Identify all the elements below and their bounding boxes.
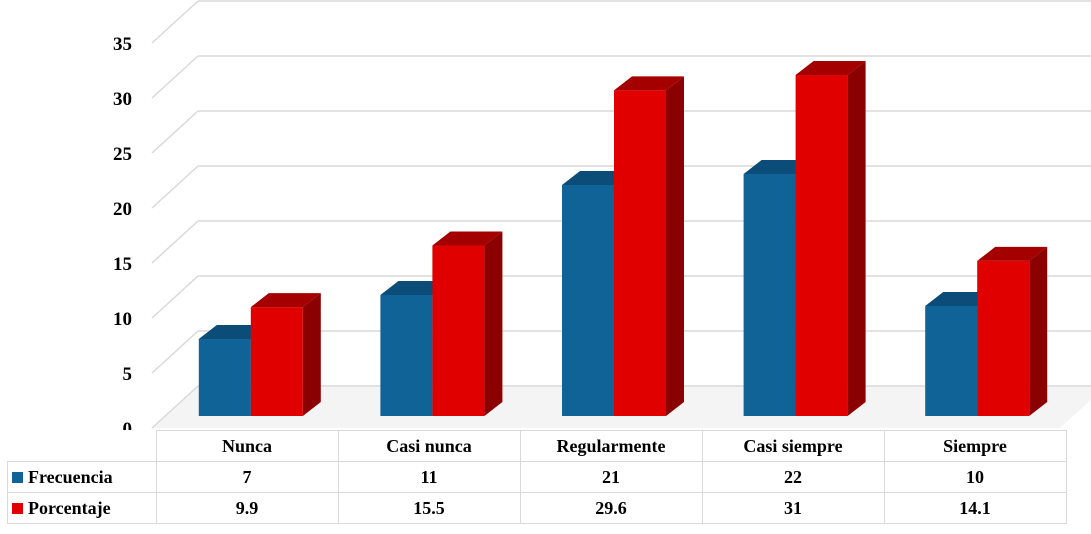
data-label: 7: [155, 461, 339, 493]
bar-porcentaje-casi-siempre: [795, 61, 866, 416]
legend-entry-frecuencia: Frecuencia: [7, 461, 157, 493]
bar-porcentaje-siempre: [977, 246, 1048, 416]
data-label: 21: [519, 461, 703, 493]
gridline-side: [151, 385, 199, 429]
gridline-side: [151, 110, 199, 154]
legend-label: Porcentaje: [28, 497, 111, 518]
y-tick-label: 25: [113, 144, 132, 165]
gridline-side: [151, 0, 199, 44]
gridline-side: [151, 275, 199, 319]
gridline-side: [151, 55, 199, 99]
y-tick-label: 15: [113, 254, 132, 275]
legend-label: Frecuencia: [28, 466, 113, 487]
series-row-frecuencia: Frecuencia 7 11 21 22 10: [7, 461, 1067, 493]
gridline-side: [151, 220, 199, 264]
legend-key-frecuencia: [12, 471, 23, 483]
category-label: Siempre: [883, 430, 1067, 462]
data-label: 31: [701, 492, 885, 524]
category-label: Regularmente: [519, 430, 703, 462]
category-label: Casi nunca: [337, 430, 521, 462]
y-axis-ticks: 0 5 10 15 20 25 30 35: [113, 34, 132, 430]
y-tick-label: 0: [123, 419, 133, 430]
category-label: Casi siempre: [701, 430, 885, 462]
y-tick-label: 10: [113, 309, 132, 330]
y-tick-label: 30: [113, 89, 132, 110]
series-row-porcentaje: Porcentaje 9.9 15.5 29.6 31 14.1: [7, 492, 1067, 524]
bar-porcentaje-nunca: [250, 293, 321, 416]
y-tick-label: 5: [123, 364, 133, 385]
data-label: 29.6: [519, 492, 703, 524]
data-label: 10: [883, 461, 1067, 493]
data-label: 15.5: [337, 492, 521, 524]
bars: [198, 61, 1048, 417]
data-label: 11: [337, 461, 521, 493]
legend-key-porcentaje: [12, 502, 23, 514]
bar-porcentaje-casi-nunca: [432, 231, 503, 416]
data-label: 14.1: [883, 492, 1067, 524]
category-label: Nunca: [155, 430, 339, 462]
y-tick-label: 20: [113, 199, 132, 220]
gridline-side: [151, 165, 199, 209]
y-tick-label: 35: [113, 34, 132, 55]
chart: 0 5 10 15 20 25 30 35: [113, 0, 1091, 430]
bar-porcentaje-regularmente: [614, 76, 684, 417]
category-row: Nunca Casi nunca Regularmente Casi siemp…: [7, 430, 1067, 462]
legend-entry-porcentaje: Porcentaje: [7, 492, 157, 524]
data-label: 9.9: [155, 492, 339, 524]
data-table: Nunca Casi nunca Regularmente Casi siemp…: [7, 430, 1067, 524]
data-label: 22: [701, 461, 885, 493]
gridline-side: [151, 330, 199, 374]
